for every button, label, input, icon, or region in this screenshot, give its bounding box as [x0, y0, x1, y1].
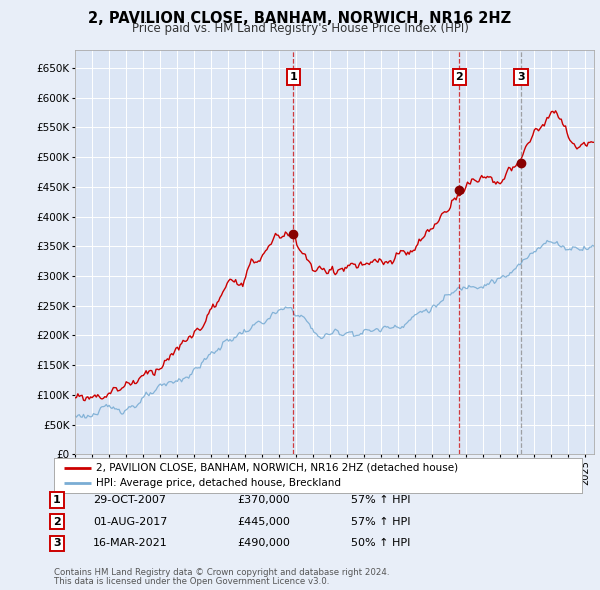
Text: 1: 1: [53, 495, 61, 504]
Text: 16-MAR-2021: 16-MAR-2021: [93, 539, 168, 548]
Text: This data is licensed under the Open Government Licence v3.0.: This data is licensed under the Open Gov…: [54, 577, 329, 586]
Text: 50% ↑ HPI: 50% ↑ HPI: [351, 539, 410, 548]
Text: 57% ↑ HPI: 57% ↑ HPI: [351, 517, 410, 526]
Text: £445,000: £445,000: [237, 517, 290, 526]
Text: £370,000: £370,000: [237, 495, 290, 504]
Text: 2: 2: [53, 517, 61, 526]
Text: 1: 1: [289, 72, 297, 82]
Text: 57% ↑ HPI: 57% ↑ HPI: [351, 495, 410, 504]
Text: 2: 2: [455, 72, 463, 82]
Text: HPI: Average price, detached house, Breckland: HPI: Average price, detached house, Brec…: [96, 478, 341, 489]
Text: 01-AUG-2017: 01-AUG-2017: [93, 517, 167, 526]
Text: 2, PAVILION CLOSE, BANHAM, NORWICH, NR16 2HZ (detached house): 2, PAVILION CLOSE, BANHAM, NORWICH, NR16…: [96, 463, 458, 473]
Text: 3: 3: [517, 72, 525, 82]
Text: Contains HM Land Registry data © Crown copyright and database right 2024.: Contains HM Land Registry data © Crown c…: [54, 568, 389, 577]
Text: £490,000: £490,000: [237, 539, 290, 548]
Text: Price paid vs. HM Land Registry's House Price Index (HPI): Price paid vs. HM Land Registry's House …: [131, 22, 469, 35]
Text: 29-OCT-2007: 29-OCT-2007: [93, 495, 166, 504]
Text: 3: 3: [53, 539, 61, 548]
Text: 2, PAVILION CLOSE, BANHAM, NORWICH, NR16 2HZ: 2, PAVILION CLOSE, BANHAM, NORWICH, NR16…: [88, 11, 512, 25]
